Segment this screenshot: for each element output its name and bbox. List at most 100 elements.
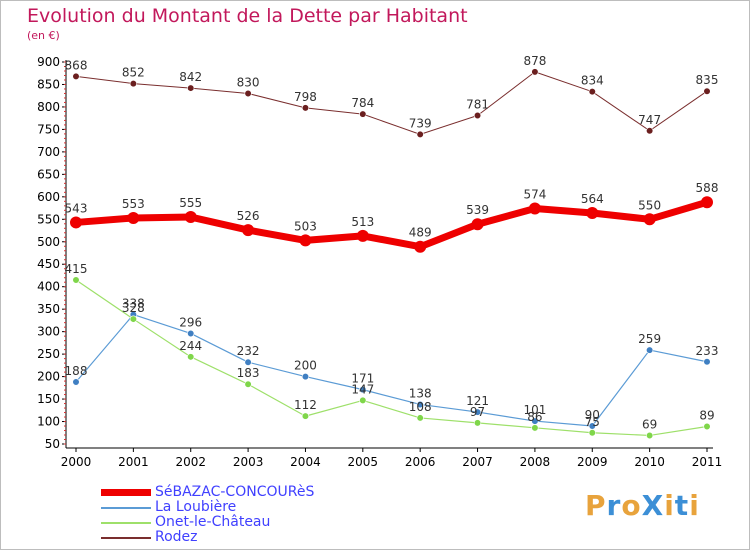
proxiti-logo: ProXiti [585, 489, 700, 522]
data-point-sebazac [528, 202, 541, 215]
data-label-onet: 108 [409, 400, 432, 414]
series-line-sebazac [75, 198, 708, 251]
data-label-sebazac: 526 [237, 209, 260, 223]
data-label-onet: 69 [642, 417, 657, 431]
x-tick-label: 2007 [462, 455, 493, 469]
data-point-onet [301, 412, 310, 420]
legend-swatch [101, 521, 151, 524]
data-label-la-loubiere: 233 [696, 344, 719, 358]
data-point-rodez [703, 87, 711, 95]
data-point-sebazac [299, 234, 312, 247]
y-tick-label: 600 [37, 190, 60, 204]
data-label-onet: 183 [237, 366, 260, 380]
y-tick-label: 200 [37, 370, 60, 384]
data-point-sebazac [586, 207, 599, 220]
legend-swatch [101, 536, 151, 539]
y-tick-label: 800 [37, 100, 60, 114]
x-tick-label: 2004 [290, 455, 321, 469]
data-label-rodez: 852 [122, 66, 145, 80]
chart-title: Evolution du Montant de la Dette par Hab… [27, 5, 468, 27]
y-tick-label: 400 [37, 280, 60, 294]
data-label-onet: 328 [122, 301, 145, 315]
data-point-onet [72, 276, 80, 284]
logo-letter: X [641, 489, 665, 522]
legend-item: Rodez [101, 530, 314, 545]
data-label-rodez: 834 [581, 74, 604, 88]
y-tick-label: 450 [37, 257, 60, 271]
data-label-rodez: 747 [638, 113, 661, 127]
legend-item: SéBAZAC-CONCOURèS [101, 485, 314, 500]
data-label-rodez: 835 [696, 73, 719, 87]
logo-letter: i [689, 489, 700, 522]
data-label-la-loubiere: 188 [65, 364, 88, 378]
legend-item: Onet-le-Château [101, 515, 314, 530]
data-label-la-loubiere: 200 [294, 359, 317, 373]
data-label-sebazac: 555 [179, 196, 202, 210]
data-point-onet [703, 422, 711, 431]
y-tick-label: 300 [37, 325, 60, 339]
logo-letter: o [621, 489, 642, 522]
data-point-sebazac [701, 196, 713, 209]
logo-letter: i [664, 489, 675, 522]
legend-swatch [101, 489, 151, 496]
y-tick-label: 750 [37, 122, 60, 136]
data-point-sebazac [242, 224, 255, 237]
data-point-onet [588, 429, 596, 437]
series-line-rodez [75, 71, 708, 135]
data-point-onet [187, 353, 195, 361]
data-label-sebazac: 550 [638, 198, 661, 212]
x-tick-label: 2008 [520, 455, 551, 469]
data-label-la-loubiere: 296 [179, 315, 202, 329]
data-label-la-loubiere: 232 [237, 344, 260, 358]
data-point-rodez [588, 88, 596, 96]
data-label-rodez: 781 [466, 97, 489, 111]
y-tick-label: 550 [37, 212, 60, 226]
data-point-onet [244, 380, 252, 388]
y-tick-label: 150 [37, 392, 60, 406]
data-point-rodez [129, 79, 137, 88]
data-point-sebazac [184, 211, 197, 224]
data-label-rodez: 830 [237, 75, 260, 89]
x-tick-label: 2010 [634, 455, 665, 469]
data-point-onet [359, 396, 367, 405]
x-tick-label: 2002 [175, 455, 206, 469]
data-point-rodez [187, 84, 195, 92]
data-point-la-loubiere [416, 400, 424, 409]
data-label-onet: 89 [699, 408, 714, 422]
logo-letter: P [585, 489, 607, 522]
data-label-sebazac: 574 [523, 188, 546, 202]
y-tick-label: 900 [37, 55, 60, 69]
x-tick-label: 2009 [577, 455, 608, 469]
data-label-sebazac: 539 [466, 203, 489, 217]
data-point-sebazac [414, 240, 427, 253]
y-tick-label: 50 [45, 437, 60, 451]
data-point-la-loubiere [301, 372, 310, 381]
y-tick-label: 850 [37, 77, 60, 91]
data-point-rodez [473, 111, 482, 120]
data-label-la-loubiere: 259 [638, 332, 661, 346]
data-label-la-loubiere: 138 [409, 386, 432, 400]
legend: SéBAZAC-CONCOURèS La Loubière Onet-le-Chât… [101, 485, 314, 545]
legend-label: Onet-le-Château [155, 514, 271, 530]
data-label-sebazac: 543 [65, 201, 88, 215]
data-label-onet: 147 [351, 382, 374, 396]
data-label-onet: 75 [585, 415, 600, 429]
data-label-rodez: 842 [179, 70, 202, 84]
y-tick-label: 250 [37, 347, 60, 361]
x-tick-label: 2000 [61, 455, 92, 469]
x-tick-label: 2003 [233, 455, 264, 469]
legend-label: Rodez [155, 529, 198, 545]
data-label-onet: 415 [65, 262, 88, 276]
data-point-la-loubiere [187, 329, 195, 338]
data-label-onet: 97 [470, 405, 485, 419]
legend-item: La Loubière [101, 500, 314, 515]
data-point-sebazac [356, 229, 369, 242]
y-tick-label: 650 [37, 167, 60, 181]
data-point-rodez [646, 127, 654, 135]
data-point-sebazac [471, 218, 484, 231]
data-point-rodez [72, 72, 80, 80]
data-point-sebazac [127, 211, 140, 224]
data-label-onet: 86 [527, 410, 542, 424]
